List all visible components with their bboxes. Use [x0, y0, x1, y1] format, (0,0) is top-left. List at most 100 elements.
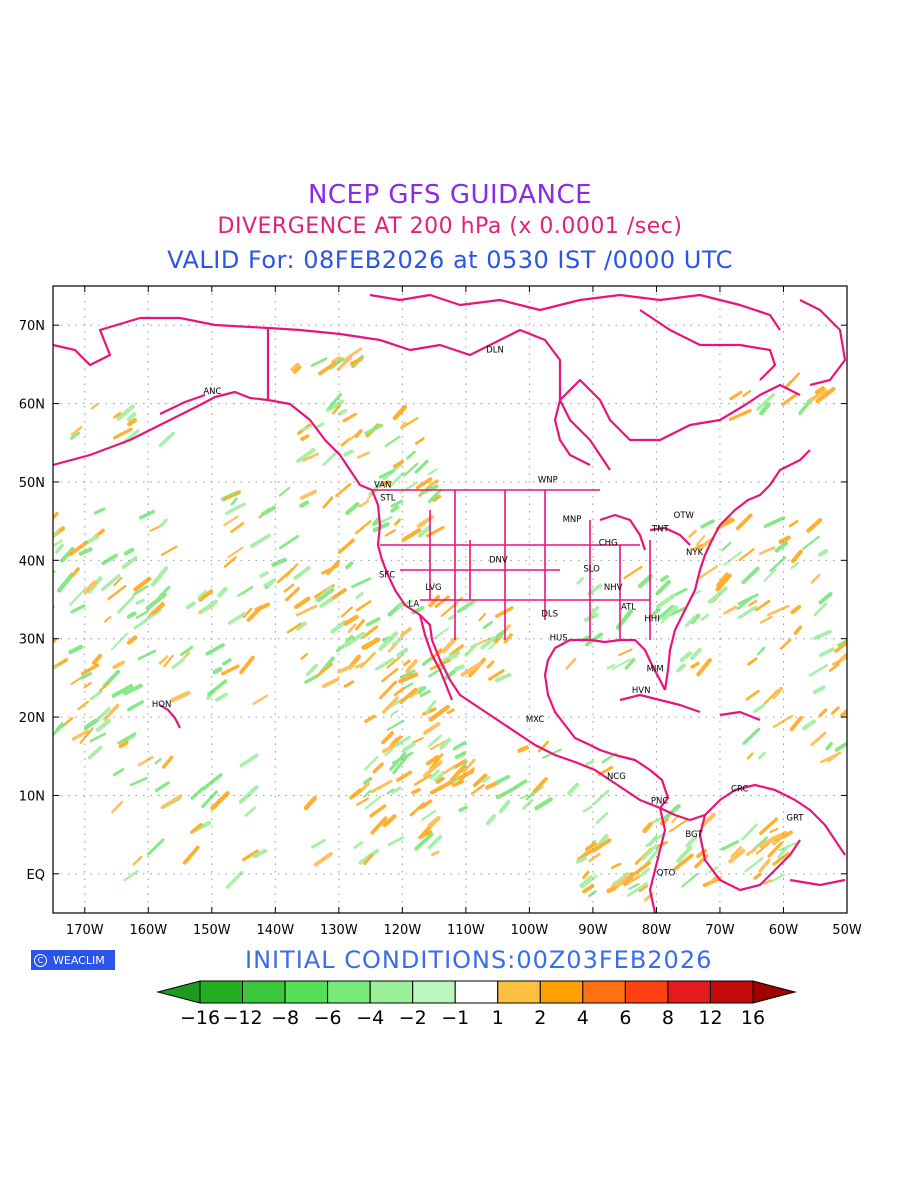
divergence-streak — [214, 692, 228, 702]
divergence-streak — [69, 431, 80, 440]
divergence-streak — [95, 718, 112, 733]
divergence-streak — [729, 390, 743, 401]
divergence-streak — [429, 753, 444, 771]
divergence-streak — [723, 550, 743, 566]
divergence-streak — [662, 605, 679, 621]
divergence-streak — [382, 696, 399, 714]
colorbar-label: 16 — [741, 1007, 765, 1029]
divergence-streak — [390, 505, 400, 513]
divergence-streak — [225, 870, 244, 889]
city-label: WNP — [538, 476, 558, 486]
divergence-streak — [126, 635, 138, 645]
divergence-streak — [78, 547, 93, 556]
colorbar-label: −12 — [222, 1007, 262, 1029]
lat-tick-label: 10N — [19, 789, 45, 804]
lon-tick-label: 150W — [193, 923, 231, 938]
divergence-streak — [454, 751, 467, 760]
divergence-streak — [161, 755, 174, 769]
divergence-streak — [623, 565, 643, 580]
divergence-streak — [612, 871, 633, 885]
divergence-streak — [150, 566, 169, 587]
divergence-streak — [390, 499, 404, 508]
divergence-streak — [399, 421, 407, 429]
divergence-streak — [721, 541, 732, 552]
divergence-streak — [337, 538, 355, 554]
divergence-streak — [381, 480, 391, 487]
divergence-streak — [372, 762, 384, 774]
divergence-streak — [449, 763, 467, 783]
divergence-streak — [250, 533, 271, 548]
divergence-streak — [512, 779, 528, 791]
divergence-streak — [223, 515, 239, 527]
lon-tick-label: 110W — [447, 923, 485, 938]
divergence-streak — [93, 507, 106, 515]
divergence-streak — [428, 665, 446, 678]
divergence-streak — [814, 386, 825, 395]
divergence-streak — [688, 529, 697, 538]
colorbar-label: −6 — [314, 1007, 342, 1029]
city-label: DLS — [541, 610, 558, 620]
divergence-streak — [89, 732, 107, 743]
divergence-streak — [458, 805, 468, 813]
divergence-streak — [579, 875, 593, 888]
divergence-streak — [338, 408, 348, 416]
divergence-streak — [781, 392, 799, 406]
divergence-streak — [763, 568, 777, 582]
divergence-streak — [744, 857, 764, 873]
divergence-streak — [638, 884, 648, 893]
divergence-streak — [759, 817, 779, 835]
divergence-streak — [354, 662, 365, 669]
divergence-streak — [112, 768, 125, 777]
city-label: GRT — [786, 814, 804, 824]
divergence-streak — [690, 661, 700, 669]
divergence-streak — [419, 799, 433, 810]
divergence-streak — [576, 576, 584, 585]
divergence-streak — [361, 625, 379, 639]
divergence-streak — [642, 822, 653, 834]
divergence-streak — [735, 513, 753, 531]
divergence-streak — [819, 647, 835, 658]
divergence-streak — [456, 599, 477, 614]
colorbar-swatch — [710, 980, 754, 1004]
colorbar-swatch — [497, 980, 541, 1004]
divergence-streak — [414, 437, 425, 445]
divergence-streak — [299, 489, 318, 500]
divergence-streak — [525, 790, 536, 801]
divergence-streak — [123, 870, 139, 882]
divergence-streak — [405, 659, 418, 674]
divergence-streak — [79, 671, 93, 680]
divergence-streak — [356, 451, 371, 459]
divergence-streak — [223, 556, 237, 568]
divergence-streak — [449, 650, 461, 660]
divergence-streak — [113, 411, 122, 419]
divergence-streak — [384, 435, 401, 447]
divergence-streak — [163, 654, 174, 668]
divergence-streak — [815, 387, 836, 404]
divergence-streak — [112, 660, 125, 670]
divergence-streak — [788, 519, 799, 528]
city-label: CRC — [731, 785, 748, 795]
divergence-streak — [655, 579, 671, 596]
divergence-streak — [133, 619, 148, 630]
colorbar-swatch — [667, 980, 711, 1004]
divergence-streak — [681, 872, 699, 888]
divergence-streak — [242, 607, 253, 619]
divergence-streak — [212, 667, 223, 675]
divergence-streak — [154, 757, 162, 765]
city-label: DNV — [489, 556, 508, 566]
divergence-streak — [278, 486, 291, 497]
divergence-streak — [365, 617, 381, 627]
divergence-streak — [430, 740, 447, 751]
divergence-streak — [758, 833, 782, 848]
divergence-streak — [230, 522, 245, 534]
divergence-streak — [197, 589, 208, 599]
colorbar-label: 12 — [698, 1007, 722, 1029]
divergence-streak — [494, 774, 511, 785]
divergence-streak — [771, 686, 784, 700]
divergence-streak — [261, 505, 277, 516]
divergence-streak — [327, 392, 343, 410]
divergence-streak — [303, 796, 317, 811]
initial-conditions: INITIAL CONDITIONS:00Z03FEB2026 — [245, 946, 713, 974]
divergence-streak — [89, 690, 103, 701]
